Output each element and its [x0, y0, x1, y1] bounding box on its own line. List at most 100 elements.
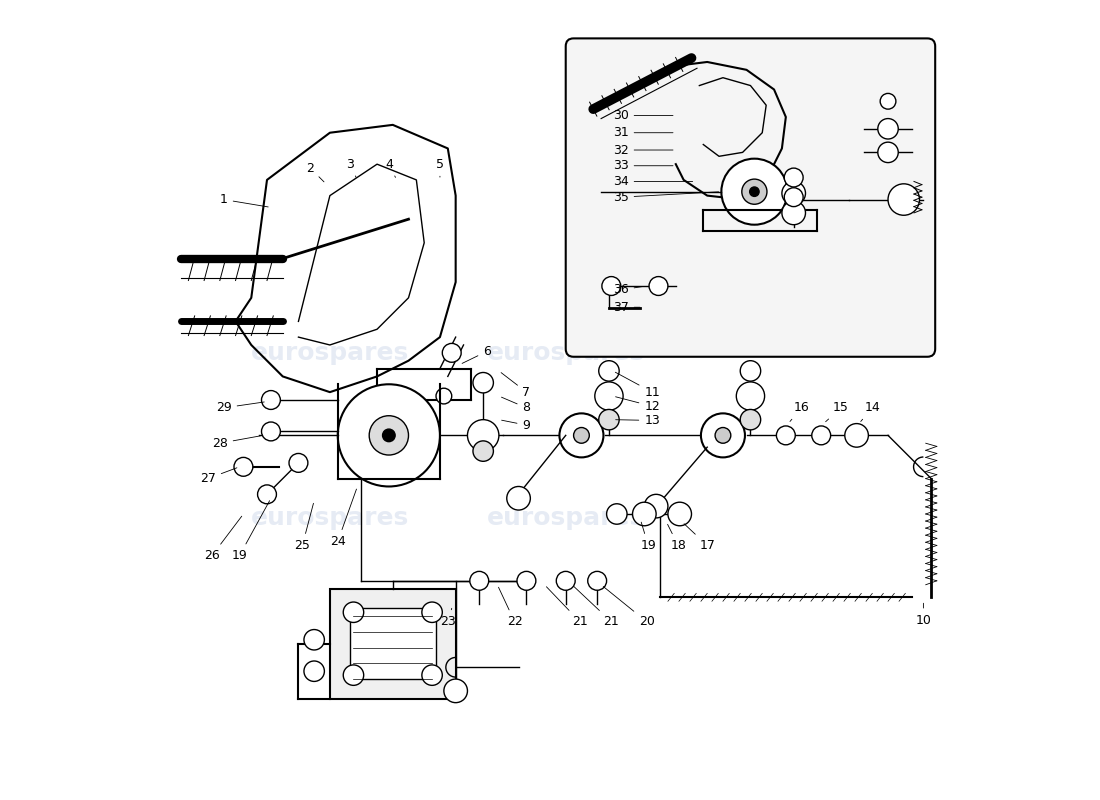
- Circle shape: [595, 382, 623, 410]
- Text: 28: 28: [212, 436, 261, 450]
- Circle shape: [473, 373, 494, 393]
- Text: 6: 6: [462, 345, 491, 363]
- Circle shape: [517, 571, 536, 590]
- Text: 29: 29: [216, 402, 264, 414]
- Circle shape: [257, 485, 276, 504]
- Circle shape: [304, 661, 324, 682]
- Circle shape: [888, 184, 920, 215]
- Circle shape: [880, 94, 895, 109]
- Circle shape: [750, 187, 759, 196]
- Text: 21: 21: [547, 586, 587, 628]
- Circle shape: [740, 410, 761, 430]
- Text: 9: 9: [502, 418, 530, 432]
- Text: 35: 35: [613, 190, 718, 204]
- Circle shape: [878, 142, 899, 162]
- Text: 1: 1: [220, 193, 268, 207]
- Circle shape: [645, 494, 668, 518]
- Circle shape: [598, 410, 619, 430]
- Circle shape: [383, 429, 395, 442]
- Text: 19: 19: [640, 522, 656, 552]
- Circle shape: [560, 414, 604, 458]
- Text: 36: 36: [613, 283, 644, 297]
- Text: 3: 3: [345, 158, 356, 178]
- Text: 15: 15: [826, 402, 849, 422]
- Circle shape: [736, 382, 764, 410]
- Text: 19: 19: [232, 501, 270, 562]
- Circle shape: [234, 458, 253, 476]
- Text: 23: 23: [440, 608, 455, 628]
- Circle shape: [602, 277, 620, 295]
- Circle shape: [473, 441, 494, 462]
- Circle shape: [782, 182, 805, 205]
- Bar: [330, 589, 455, 698]
- Circle shape: [845, 423, 868, 447]
- Circle shape: [557, 571, 575, 590]
- Text: 25: 25: [295, 503, 313, 552]
- Circle shape: [782, 201, 805, 225]
- Text: 30: 30: [613, 109, 673, 122]
- Text: 21: 21: [574, 586, 619, 628]
- Circle shape: [668, 502, 692, 526]
- Bar: [350, 608, 436, 679]
- Circle shape: [289, 454, 308, 472]
- Text: 27: 27: [200, 468, 236, 485]
- Circle shape: [262, 422, 280, 441]
- Circle shape: [812, 426, 830, 445]
- Text: 22: 22: [498, 587, 522, 628]
- Circle shape: [632, 502, 656, 526]
- Text: 7: 7: [502, 373, 530, 398]
- Circle shape: [784, 188, 803, 206]
- Circle shape: [343, 665, 364, 686]
- Circle shape: [507, 486, 530, 510]
- Circle shape: [740, 361, 761, 381]
- Text: 5: 5: [436, 158, 444, 177]
- FancyBboxPatch shape: [565, 38, 935, 357]
- Text: 17: 17: [684, 524, 715, 552]
- Circle shape: [470, 571, 488, 590]
- Circle shape: [422, 665, 442, 686]
- Text: 31: 31: [613, 126, 673, 139]
- Circle shape: [715, 427, 730, 443]
- Circle shape: [304, 630, 324, 650]
- Circle shape: [442, 343, 461, 362]
- Circle shape: [777, 426, 795, 445]
- Circle shape: [784, 168, 803, 187]
- Text: 26: 26: [205, 516, 242, 562]
- Circle shape: [606, 504, 627, 524]
- Circle shape: [422, 602, 442, 622]
- Text: 4: 4: [385, 158, 396, 178]
- Circle shape: [722, 158, 788, 225]
- Circle shape: [573, 427, 590, 443]
- Text: 2: 2: [306, 162, 324, 182]
- Text: eurospares: eurospares: [251, 341, 409, 365]
- Circle shape: [741, 179, 767, 204]
- Circle shape: [468, 420, 499, 451]
- Text: eurospares: eurospares: [486, 506, 645, 530]
- Circle shape: [370, 416, 408, 455]
- Circle shape: [587, 571, 606, 590]
- Circle shape: [338, 384, 440, 486]
- Text: eurospares: eurospares: [251, 506, 409, 530]
- Circle shape: [444, 679, 468, 702]
- Text: 37: 37: [613, 301, 640, 314]
- Text: 12: 12: [616, 397, 660, 413]
- Text: 20: 20: [603, 586, 654, 628]
- Text: 16: 16: [790, 402, 810, 422]
- Circle shape: [598, 361, 619, 381]
- Circle shape: [262, 390, 280, 410]
- Text: 34: 34: [613, 175, 693, 188]
- Text: eurospares: eurospares: [668, 215, 826, 239]
- Text: 24: 24: [330, 489, 356, 548]
- Text: 10: 10: [915, 603, 932, 626]
- Text: 11: 11: [615, 372, 660, 398]
- Circle shape: [701, 414, 745, 458]
- Text: 33: 33: [613, 159, 673, 172]
- Text: 8: 8: [502, 397, 530, 414]
- Text: 13: 13: [616, 414, 660, 427]
- Circle shape: [343, 602, 364, 622]
- Text: eurospares: eurospares: [486, 341, 645, 365]
- Circle shape: [436, 388, 452, 404]
- Circle shape: [878, 118, 899, 139]
- Circle shape: [649, 277, 668, 295]
- Text: 14: 14: [860, 402, 880, 422]
